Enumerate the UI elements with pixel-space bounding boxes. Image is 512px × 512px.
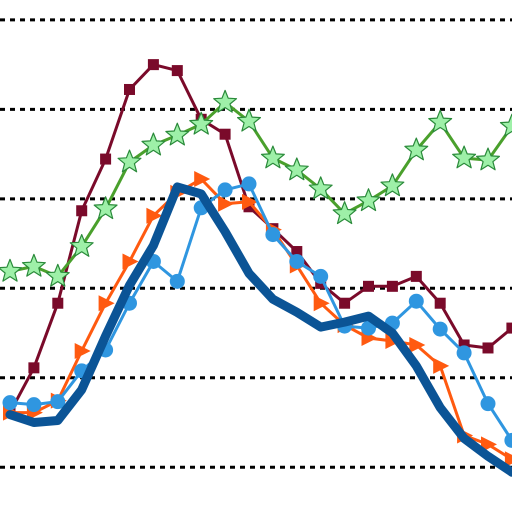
series-1-point: [93, 196, 118, 220]
series-1-point: [69, 234, 94, 257]
series-1-point: [260, 145, 285, 169]
series-3-point: [50, 394, 66, 410]
series-3-point: [432, 321, 448, 337]
series-3-point: [313, 268, 329, 284]
series-3-point: [26, 397, 42, 413]
series-0-point: [147, 59, 159, 71]
series-1-point: [452, 145, 477, 169]
series-2-point: [218, 195, 235, 212]
series-3-point: [361, 320, 376, 336]
series-1-point: [308, 176, 333, 200]
series-0-point: [386, 280, 398, 292]
series-2-point: [122, 253, 139, 270]
series-1-point: [45, 263, 70, 287]
series-4: [5, 182, 512, 477]
series-0-point: [243, 201, 255, 213]
series-2-point: [194, 170, 211, 187]
series-0-point: [410, 270, 422, 282]
series-3-point: [289, 253, 305, 269]
series-2-point: [98, 295, 115, 312]
series-0-point: [434, 297, 446, 309]
series-0-point: [76, 205, 88, 217]
series-3-point: [504, 432, 512, 448]
series-0-point: [124, 83, 135, 95]
series-0-point: [363, 280, 374, 292]
series-3-point: [456, 345, 472, 361]
series-1-point: [21, 253, 46, 277]
series-0-point: [52, 297, 64, 309]
series-0-point: [219, 128, 231, 140]
series-group: [0, 59, 512, 477]
series-3-point: [480, 396, 496, 412]
series-1-point: [141, 132, 166, 156]
series-1-point: [380, 173, 405, 197]
series-4-line: [5, 182, 512, 477]
series-3-point: [408, 293, 424, 309]
series-1-point: [356, 188, 381, 212]
series-2-line: [8, 177, 512, 461]
series-2-point: [481, 436, 497, 453]
series-1-line: [8, 100, 512, 278]
series-1-point: [332, 201, 357, 225]
series-3-point: [169, 273, 185, 289]
series-3-point: [217, 182, 233, 198]
series-0-point: [100, 153, 112, 165]
series-1-point: [284, 157, 309, 181]
series-1-point: [476, 147, 500, 171]
series-3-point: [2, 395, 18, 411]
series-1-point: [189, 111, 214, 135]
series-3-point: [241, 176, 257, 192]
series-2-point: [433, 357, 450, 374]
series-1: [0, 89, 512, 287]
series-2-point: [313, 295, 330, 312]
series-2-point: [146, 207, 163, 224]
series-1-point: [404, 137, 429, 161]
series-1-point: [237, 108, 261, 132]
series-1-point: [213, 89, 238, 113]
series-3-point: [265, 227, 281, 243]
series-0-point: [28, 362, 40, 374]
series-0-point: [291, 246, 303, 258]
series-1-point: [165, 122, 190, 146]
series-1-point: [0, 258, 22, 282]
series-0-point: [458, 339, 470, 351]
series-1-point: [499, 113, 512, 137]
series-0-point: [339, 297, 351, 309]
series-2-point: [242, 193, 258, 210]
series-2-point: [409, 336, 426, 353]
series-2-point: [74, 342, 91, 359]
series-2-point: [504, 451, 512, 468]
series-0-point: [482, 342, 494, 354]
series-0-point: [171, 65, 183, 77]
series-1-point: [117, 149, 142, 173]
series-0-point: [506, 322, 512, 334]
series-1-point: [428, 109, 453, 133]
